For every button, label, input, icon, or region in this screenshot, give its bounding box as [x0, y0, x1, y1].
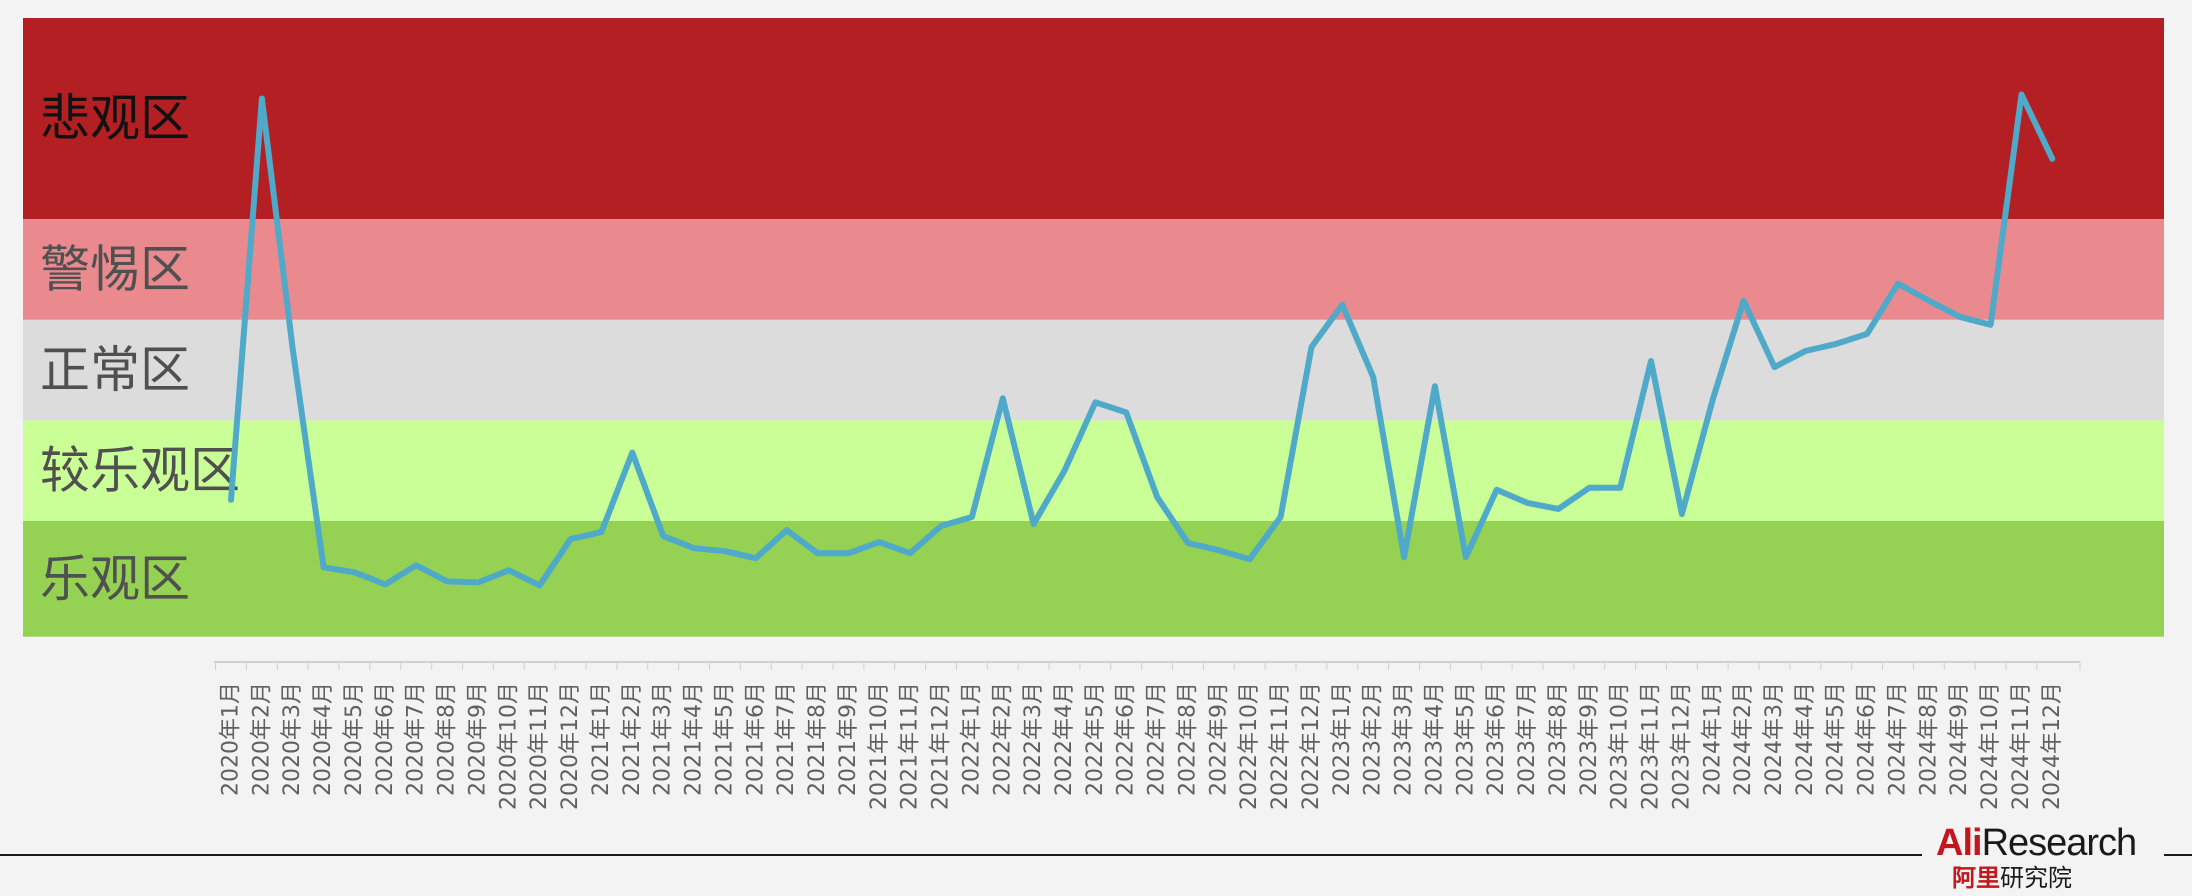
x-tick-label-36: 2023年1月: [1330, 682, 1355, 796]
x-tick-label-4: 2020年5月: [342, 682, 367, 796]
x-tick-label-47: 2023年12月: [1669, 682, 1694, 810]
x-tick-label-45: 2023年10月: [1608, 682, 1633, 810]
x-tick-label-34: 2022年11月: [1268, 682, 1293, 810]
x-tick-label-26: 2022年3月: [1021, 682, 1046, 796]
x-tick-label-39: 2023年4月: [1422, 682, 1447, 796]
x-tick-label-3: 2020年4月: [311, 682, 336, 796]
x-tick-label-28: 2022年5月: [1083, 682, 1108, 796]
x-tick-label-37: 2023年2月: [1361, 682, 1386, 796]
x-tick-label-30: 2022年7月: [1145, 682, 1170, 796]
x-tick-label-32: 2022年9月: [1206, 682, 1231, 796]
x-tick-label-6: 2020年7月: [404, 682, 429, 796]
x-tick-label-40: 2023年5月: [1453, 682, 1478, 796]
x-tick-label-29: 2022年6月: [1114, 682, 1139, 796]
line-layer: [228, 91, 2056, 589]
x-tick-label-42: 2023年7月: [1515, 682, 1540, 796]
zone-label-1: 警惕区: [40, 241, 190, 299]
zone-label-2: 正常区: [40, 341, 190, 399]
x-tick-label-57: 2024年10月: [1978, 682, 2003, 810]
x-tick-label-43: 2023年8月: [1546, 682, 1571, 796]
zone-band-1: [23, 219, 2164, 320]
x-tick-label-55: 2024年8月: [1916, 682, 1941, 796]
x-tick-label-24: 2022年1月: [959, 682, 984, 796]
x-tick-label-58: 2024年11月: [2009, 682, 2034, 810]
x-tick-label-33: 2022年10月: [1237, 682, 1262, 810]
x-axis: 2020年1月 2020年2月 2020年3月 2020年4月 2020年5月 2020年…: [214, 661, 2081, 810]
series-line-0: [228, 91, 2056, 589]
x-tick-label-11: 2020年12月: [558, 682, 583, 810]
x-tick-label-54: 2024年7月: [1886, 682, 1911, 796]
zone-band-3: [23, 420, 2164, 521]
x-tick-label-35: 2022年12月: [1299, 682, 1324, 810]
x-tick-label-48: 2024年1月: [1700, 682, 1725, 796]
logo-research-text: Research: [1981, 822, 2138, 864]
x-tick-label-27: 2022年4月: [1052, 682, 1077, 796]
x-tick-label-15: 2021年4月: [682, 682, 707, 796]
zone-label-0: 悲观区: [40, 90, 190, 148]
x-tick-label-44: 2023年9月: [1577, 682, 1602, 796]
x-tick-label-51: 2024年4月: [1793, 682, 1818, 796]
x-tick-label-20: 2021年9月: [836, 682, 861, 796]
zone-band-0: [23, 18, 2164, 220]
x-tick-label-23: 2021年12月: [929, 682, 954, 810]
x-tick-label-12: 2021年1月: [589, 682, 614, 796]
x-tick-label-41: 2023年6月: [1484, 682, 1509, 796]
x-tick-label-21: 2021年10月: [867, 682, 892, 810]
x-tick-label-14: 2021年3月: [651, 682, 676, 796]
x-tick-label-13: 2021年2月: [620, 682, 645, 796]
x-tick-label-19: 2021年8月: [805, 682, 830, 796]
x-tick-label-53: 2024年6月: [1855, 682, 1880, 796]
x-tick-label-59: 2024年12月: [2040, 682, 2065, 810]
x-tick-label-46: 2023年11月: [1639, 682, 1664, 810]
x-tick-label-16: 2021年5月: [712, 682, 737, 796]
x-tick-label-50: 2024年3月: [1762, 682, 1787, 796]
logo-cn-wordmark: 阿里研究院: [1952, 864, 2072, 892]
logo-wordmark: AliResearch: [1936, 822, 2138, 864]
aliresearch-logo: AliResearch 阿里研究院: [1936, 822, 2156, 892]
logo-cn-red-text: 阿里: [1952, 864, 2000, 892]
zone-label-3: 较乐观区: [40, 442, 240, 500]
x-tick-label-52: 2024年5月: [1824, 682, 1849, 796]
x-tick-label-31: 2022年8月: [1176, 682, 1201, 796]
x-tick-label-22: 2021年11月: [898, 682, 923, 810]
x-tick-label-17: 2021年6月: [743, 682, 768, 796]
x-tick-label-7: 2020年8月: [435, 682, 460, 796]
x-tick-label-10: 2020年11月: [527, 682, 552, 810]
x-tick-label-9: 2020年10月: [496, 682, 521, 810]
x-tick-label-0: 2020年1月: [219, 682, 244, 796]
x-tick-label-56: 2024年9月: [1947, 682, 1972, 796]
x-tick-label-1: 2020年2月: [249, 682, 274, 796]
x-tick-label-25: 2022年2月: [990, 682, 1015, 796]
x-tick-label-49: 2024年2月: [1731, 682, 1756, 796]
x-tick-label-18: 2021年7月: [774, 682, 799, 796]
x-tick-label-8: 2020年9月: [466, 682, 491, 796]
logo-cn-dark-text: 研究院: [2000, 864, 2072, 892]
x-tick-label-38: 2023年3月: [1392, 682, 1417, 796]
zone-band-4: [23, 521, 2164, 637]
x-tick-label-2: 2020年3月: [280, 682, 305, 796]
logo-ali-text: Ali: [1936, 822, 1983, 864]
x-tick-label-5: 2020年6月: [373, 682, 398, 796]
zone-label-4: 乐观区: [40, 550, 190, 608]
